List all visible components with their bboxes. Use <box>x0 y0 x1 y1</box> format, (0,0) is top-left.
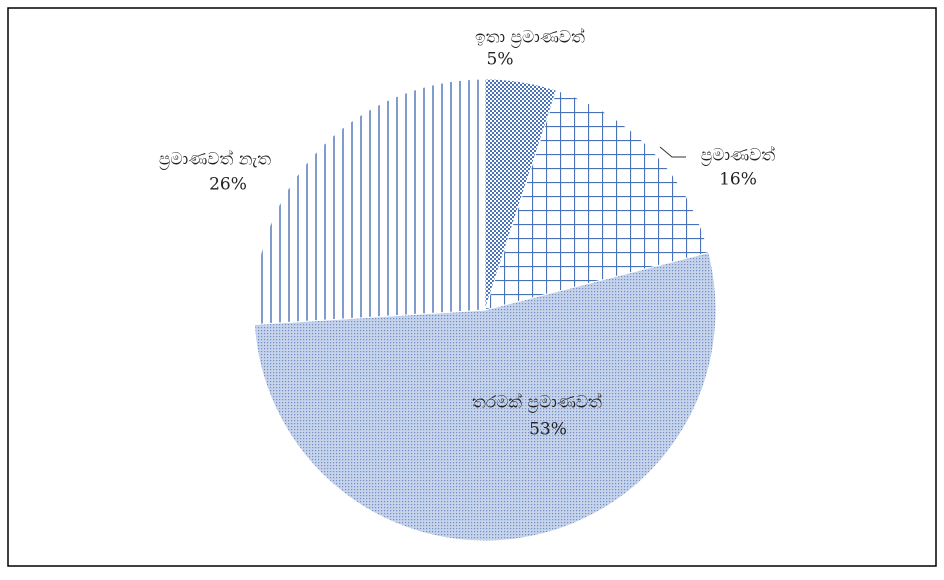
slice-value: 26% <box>209 175 247 195</box>
slice-value: 53% <box>529 420 567 440</box>
slice-value: 5% <box>487 50 514 70</box>
pie-slice <box>484 89 710 311</box>
slice-label: ප්‍රමාණවත් නැත <box>159 149 271 169</box>
pie-slice <box>253 78 486 326</box>
slice-value: 16% <box>719 170 757 190</box>
slice-label: ප්‍රමාණවත් <box>701 145 776 165</box>
slice-label: ඉතා ප්‍රමාණවත් <box>475 27 585 47</box>
slice-label: තරමක් ප්‍රමාණවත් <box>472 392 602 412</box>
leader-line <box>659 146 686 158</box>
frame <box>7 7 937 567</box>
pie-slice <box>253 251 717 542</box>
